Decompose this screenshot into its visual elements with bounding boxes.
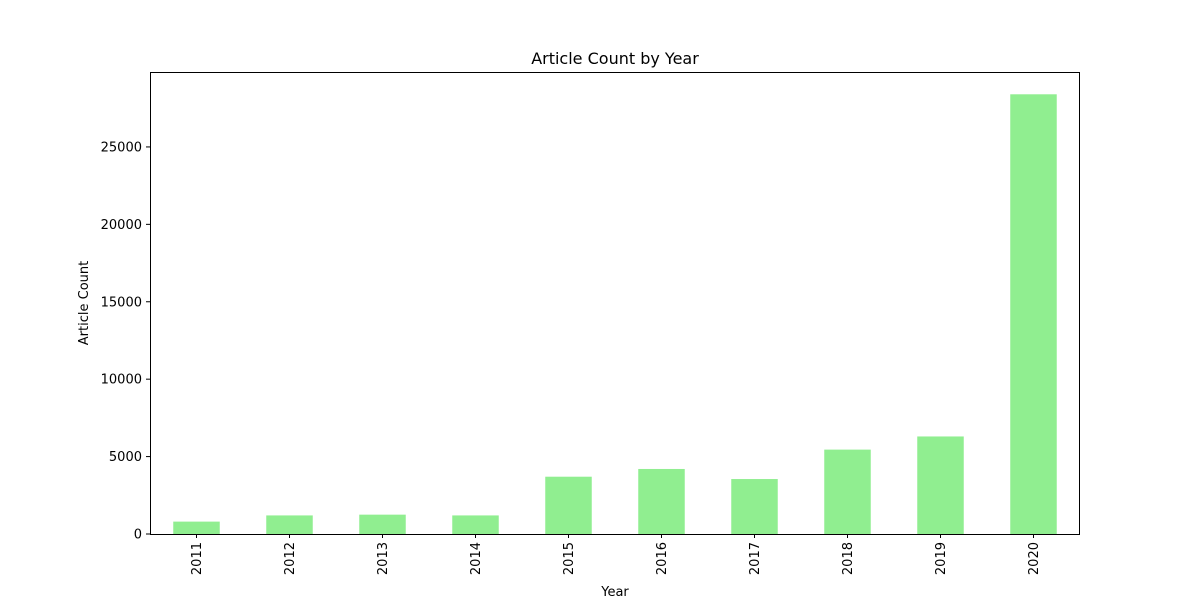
x-tick-label: 2020 <box>1027 542 1042 575</box>
bar-2015 <box>545 476 592 534</box>
plot-frame <box>150 72 1080 535</box>
x-tick-label: 2017 <box>748 542 763 575</box>
bar-2012 <box>266 515 313 534</box>
x-tick-label: 2012 <box>283 542 298 575</box>
x-tick-label: 2015 <box>562 542 577 575</box>
x-tick-label: 2018 <box>841 542 856 575</box>
x-tick-label: 2014 <box>469 542 484 575</box>
y-tick-label: 20000 <box>101 218 142 233</box>
y-axis-label: Article Count <box>77 261 92 345</box>
bar-2011 <box>173 521 220 534</box>
x-axis-label: Year <box>600 585 629 600</box>
y-tick-label: 15000 <box>101 295 142 310</box>
y-tick-label: 0 <box>134 528 142 543</box>
bar-2020 <box>1010 94 1057 534</box>
bar-2017 <box>731 479 778 534</box>
y-tick-label: 10000 <box>101 373 142 388</box>
x-tick-label: 2019 <box>934 542 949 575</box>
bar-2019 <box>917 436 964 534</box>
bars-layer <box>173 94 1057 534</box>
bar-2016 <box>638 468 685 534</box>
bar-2018 <box>824 449 871 534</box>
y-tick-label: 5000 <box>109 450 142 465</box>
chart-title: Article Count by Year <box>531 49 699 68</box>
x-tick-label: 2016 <box>655 542 670 575</box>
x-axis: 2011 2012 2013 2014 2015 2016 2017 2018 2019 2020 <box>190 534 1042 575</box>
y-axis: 0 5000 10000 15000 20000 25000 <box>101 140 150 543</box>
x-tick-label: 2013 <box>376 542 391 575</box>
bar-2014 <box>452 515 499 534</box>
x-tick-label: 2011 <box>190 542 205 575</box>
y-tick-label: 25000 <box>101 140 142 155</box>
bar-2013 <box>359 514 406 534</box>
